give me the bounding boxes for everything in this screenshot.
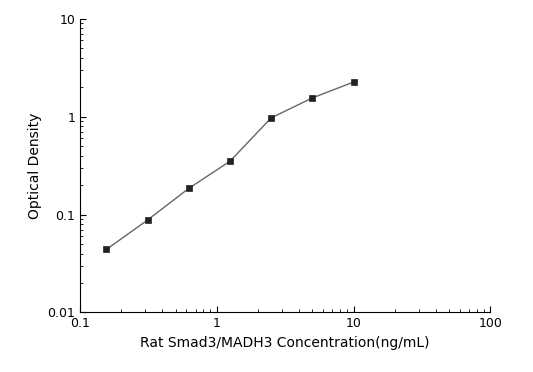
X-axis label: Rat Smad3/MADH3 Concentration(ng/mL): Rat Smad3/MADH3 Concentration(ng/mL) (140, 336, 430, 350)
Y-axis label: Optical Density: Optical Density (28, 112, 42, 219)
